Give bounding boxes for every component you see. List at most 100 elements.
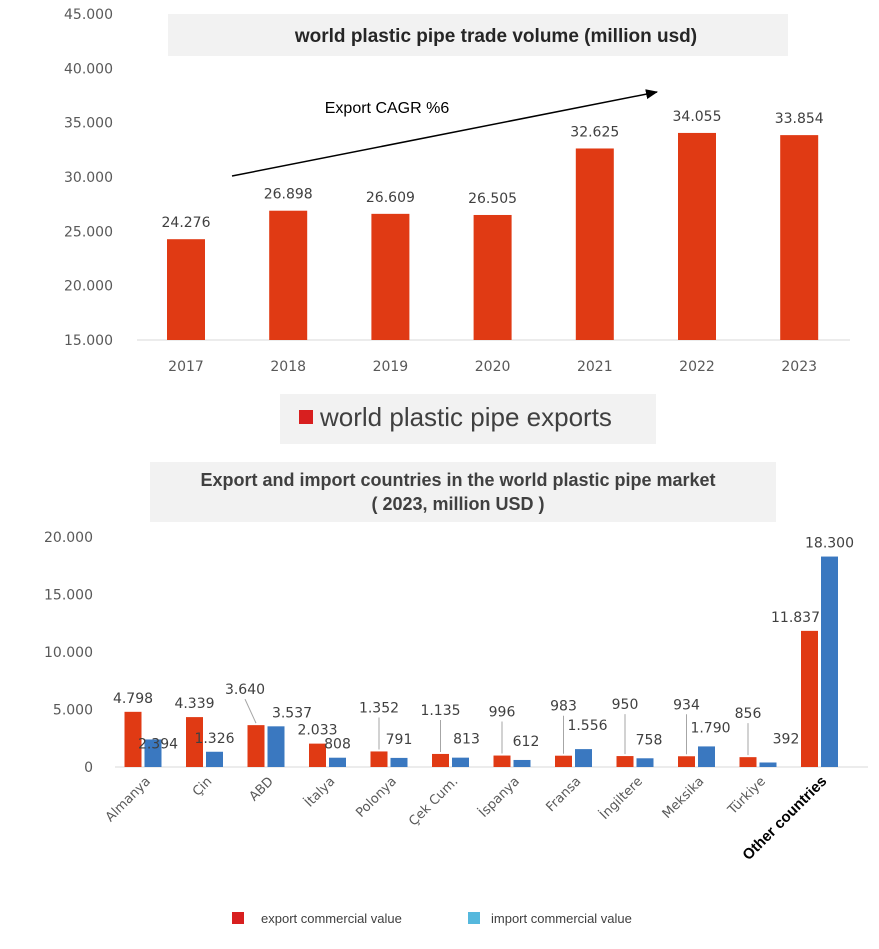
y-tick-label: 15.000 <box>44 588 93 604</box>
import-bar <box>575 749 592 767</box>
import-bar <box>452 757 469 767</box>
chart2-bars <box>124 556 838 767</box>
y-tick-label: 15.000 <box>64 333 113 349</box>
cagr-arrow <box>231 89 658 177</box>
x-tick-label: İngiltere <box>597 774 646 823</box>
export-data-label: 856 <box>735 706 762 722</box>
import-data-label: 758 <box>636 732 663 748</box>
chart1-legend-label: world plastic pipe exports <box>319 402 612 432</box>
export-bar <box>186 717 203 767</box>
data-label: 32.625 <box>570 124 619 140</box>
export-bar <box>678 132 716 340</box>
chart2-legend: export commercial value import commercia… <box>232 911 632 926</box>
chart1-title: world plastic pipe trade volume (million… <box>294 26 697 47</box>
import-data-label: 1.556 <box>567 718 607 734</box>
export-bar <box>493 755 511 767</box>
x-tick-label: Fransa <box>543 774 584 815</box>
import-bar <box>759 762 777 767</box>
chart1-title-background <box>168 14 788 56</box>
chart1-legend-background <box>280 394 656 444</box>
y-tick-label: 20.000 <box>44 530 93 546</box>
chart1-y-axis: 15.000 20.000 25.000 30.000 35.000 40.000 45.0… <box>64 7 113 349</box>
import-bar <box>390 757 408 767</box>
x-tick-label: 2020 <box>475 359 511 375</box>
import-bar <box>698 746 715 767</box>
import-data-label: 791 <box>386 732 413 748</box>
export-bar <box>780 135 819 340</box>
export-data-label: 950 <box>612 697 639 713</box>
chart1-legend-swatch <box>299 410 313 424</box>
data-label: 26.505 <box>468 191 517 207</box>
x-tick-label: Almanya <box>103 774 154 825</box>
export-bar <box>371 213 410 340</box>
import-bar <box>206 751 223 767</box>
cagr-annotation: Export CAGR %6 <box>325 100 450 117</box>
export-bar <box>555 755 572 767</box>
import-bar <box>329 757 346 767</box>
export-bar <box>616 756 634 767</box>
x-tick-label: ABD <box>247 774 277 804</box>
export-data-label: 1.135 <box>420 703 460 719</box>
x-tick-label: İtalya <box>301 774 338 811</box>
export-bar <box>473 214 512 340</box>
chart2-x-axis: Almanya Çin ABD İtalya Polonya Çek Cum. İspany… <box>103 773 830 864</box>
import-data-label: 3.537 <box>272 705 312 721</box>
export-bar <box>801 630 818 767</box>
import-bar <box>636 758 654 767</box>
chart2: Export and import countries in the world… <box>44 462 868 926</box>
export-data-label: 4.339 <box>174 696 214 712</box>
import-data-label: 18.300 <box>805 536 854 552</box>
legend-import-label: import commercial value <box>491 911 632 926</box>
x-tick-label: 2017 <box>168 359 204 375</box>
y-tick-label: 10.000 <box>44 645 93 661</box>
legend-export-swatch <box>232 912 244 924</box>
export-bar <box>247 725 265 767</box>
x-tick-label: 2021 <box>577 359 613 375</box>
x-tick-label: Çek Cum. <box>406 774 461 829</box>
x-tick-label: 2019 <box>373 359 409 375</box>
chart2-title-background <box>150 462 776 522</box>
export-data-label: 11.837 <box>771 610 820 626</box>
legend-export-label: export commercial value <box>261 911 402 926</box>
import-bar <box>821 556 838 767</box>
export-bar <box>678 756 695 767</box>
chart1: world plastic pipe trade volume (million… <box>64 7 850 444</box>
x-tick-label: Meksika <box>660 774 708 822</box>
y-tick-label: 30.000 <box>64 170 113 186</box>
chart2-y-axis: 0 5.000 10.000 15.000 20.000 <box>44 530 93 776</box>
import-data-label: 813 <box>453 732 480 748</box>
y-tick-label: 20.000 <box>64 279 113 295</box>
chart2-title: Export and import countries in the world… <box>200 470 715 490</box>
import-bar <box>513 759 531 767</box>
export-data-label: 996 <box>489 705 516 721</box>
y-tick-label: 25.000 <box>64 224 113 240</box>
export-data-label: 4.798 <box>113 691 153 707</box>
data-label: 33.854 <box>775 111 824 127</box>
chart1-x-axis: 2017 2018 2019 2020 2021 2022 2023 <box>168 359 817 375</box>
leader-line <box>244 698 257 724</box>
x-tick-label: Çin <box>190 774 215 799</box>
x-tick-label: İspanya <box>476 774 523 821</box>
x-tick-label: 2018 <box>270 359 306 375</box>
y-tick-label: 40.000 <box>64 61 113 77</box>
export-data-label: 983 <box>550 699 577 715</box>
export-bar <box>739 757 757 767</box>
import-data-label: 612 <box>513 734 540 750</box>
import-bar <box>144 739 162 767</box>
data-label: 26.609 <box>366 190 415 206</box>
export-bar <box>432 753 449 767</box>
y-tick-label: 45.000 <box>64 7 113 23</box>
export-bar <box>575 148 614 340</box>
x-tick-label: Türkiye <box>725 774 769 818</box>
chart2-subtitle: ( 2023, million USD ) <box>371 494 544 514</box>
chart1-bars <box>167 132 819 340</box>
import-data-label: 1.790 <box>690 720 730 736</box>
export-data-label: 1.352 <box>359 700 399 716</box>
export-bar <box>167 239 205 340</box>
chart2-leader-lines <box>244 698 749 756</box>
import-data-label: 808 <box>324 737 351 753</box>
export-bar <box>309 743 326 767</box>
